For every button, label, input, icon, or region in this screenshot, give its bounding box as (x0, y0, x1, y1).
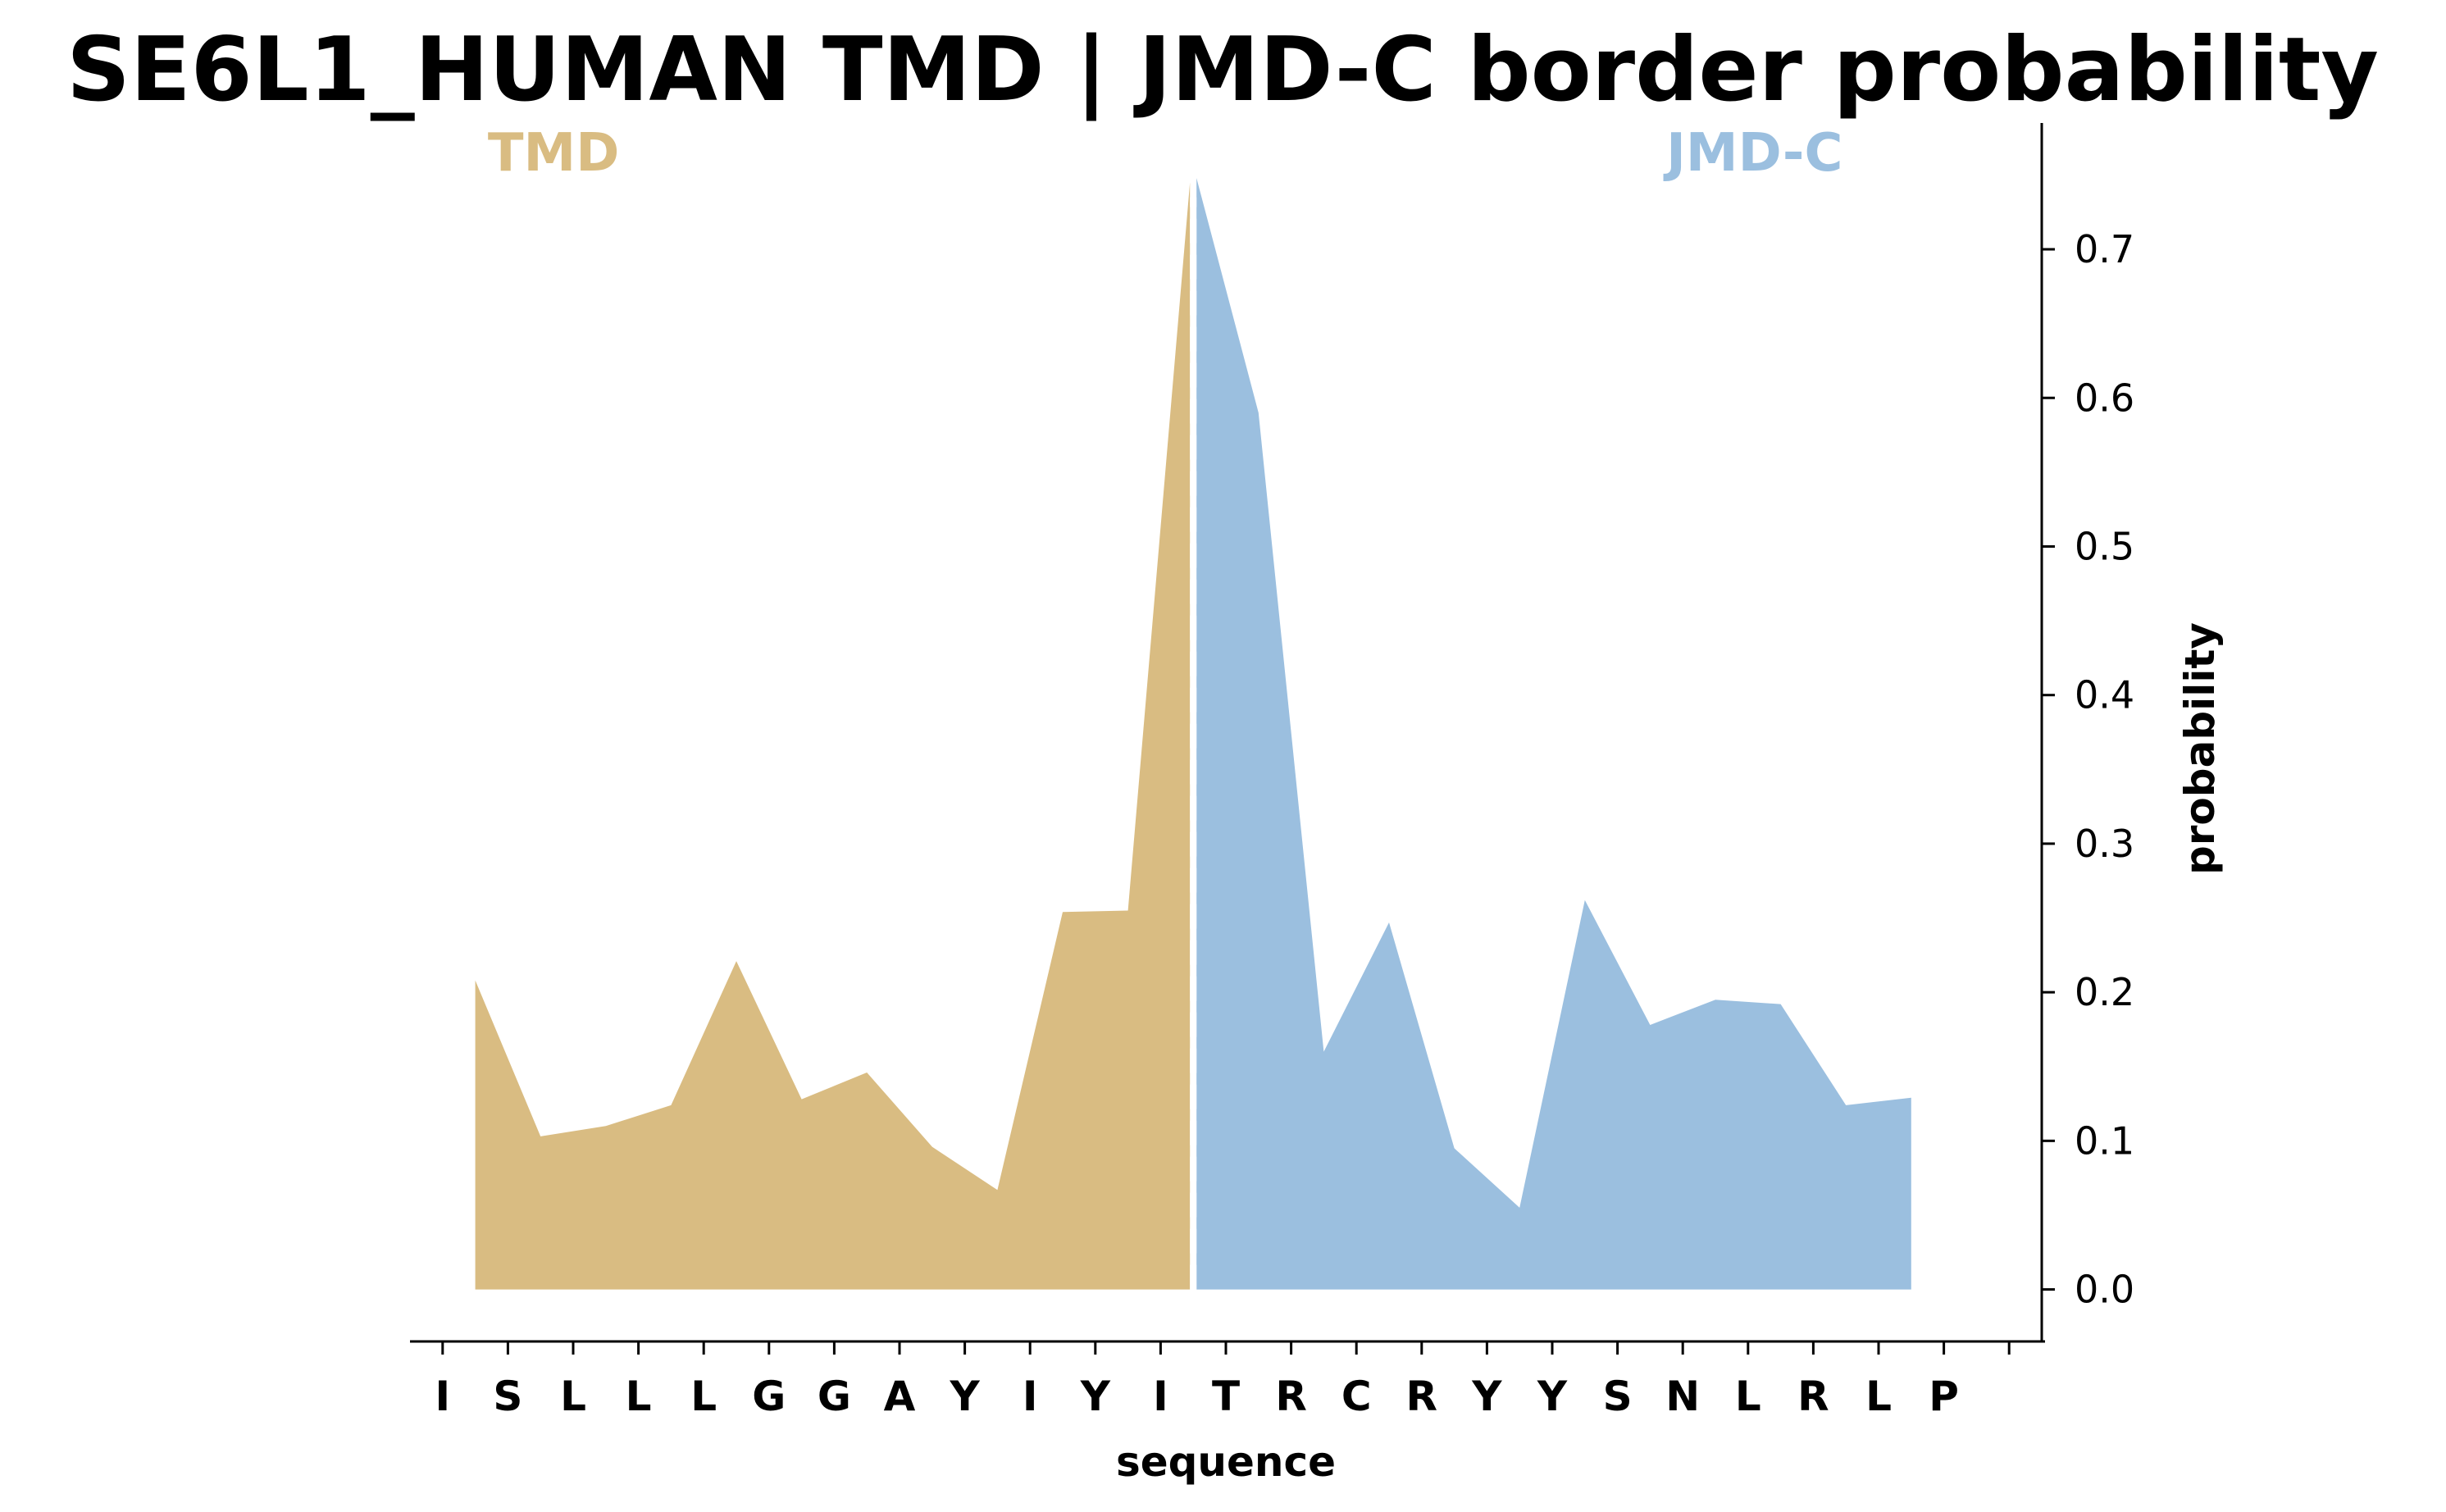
y-tick-label: 0.1 (2075, 1118, 2134, 1163)
y-tick-label: 0.5 (2075, 524, 2134, 568)
x-tick-label: L (1865, 1373, 1892, 1420)
x-axis-label: sequence (1116, 1438, 1336, 1486)
x-tick-label: S (1603, 1373, 1633, 1420)
jmd-c-region-label: JMD-C (1663, 123, 1842, 184)
y-tick-label: 0.2 (2075, 970, 2134, 1014)
y-tick-label: 0.7 (2075, 227, 2134, 271)
y-tick-label: 0.3 (2075, 822, 2134, 866)
area-series-tmd (475, 182, 1191, 1290)
x-tick-label: R (1797, 1373, 1829, 1420)
x-tick-label: L (626, 1373, 652, 1420)
area-series-group (475, 178, 1911, 1290)
x-tick-label: Y (1471, 1373, 1502, 1420)
y-tick-label: 0.6 (2075, 376, 2134, 420)
x-tick-label: I (435, 1373, 450, 1420)
y-axis-label: probability (2176, 622, 2224, 875)
x-tick-label: Y (949, 1373, 980, 1420)
x-tick-label: L (690, 1373, 717, 1420)
x-tick-label: Y (1080, 1373, 1111, 1420)
x-tick-label: L (1735, 1373, 1761, 1420)
x-tick-label: S (493, 1373, 522, 1420)
x-tick-label: T (1212, 1373, 1240, 1420)
x-tick-label: I (1023, 1373, 1038, 1420)
x-tick-label: A (884, 1373, 916, 1420)
chart-title: SE6L1_HUMAN TMD | JMD-C border probabili… (66, 19, 2379, 121)
y-tick-label: 0.4 (2075, 673, 2134, 717)
x-tick-label: C (1341, 1373, 1372, 1420)
x-tick-label: R (1275, 1373, 1307, 1420)
x-tick-label: R (1406, 1373, 1438, 1420)
y-tick-label: 0.0 (2075, 1268, 2134, 1312)
area-series-jmd-c (1196, 178, 1911, 1290)
x-tick-label: I (1153, 1373, 1168, 1420)
x-tick-label: N (1665, 1373, 1700, 1420)
x-tick-label: G (818, 1373, 851, 1420)
y-tick-group: 0.0 0.1 0.2 0.3 0.4 0.5 0.6 0.7 (2042, 227, 2134, 1312)
x-tick-label: G (752, 1373, 786, 1420)
x-tick-label: P (1929, 1373, 1959, 1420)
x-tick-label: L (560, 1373, 586, 1420)
tmd-region-label: TMD (488, 123, 619, 184)
x-tick-label: Y (1537, 1373, 1568, 1420)
